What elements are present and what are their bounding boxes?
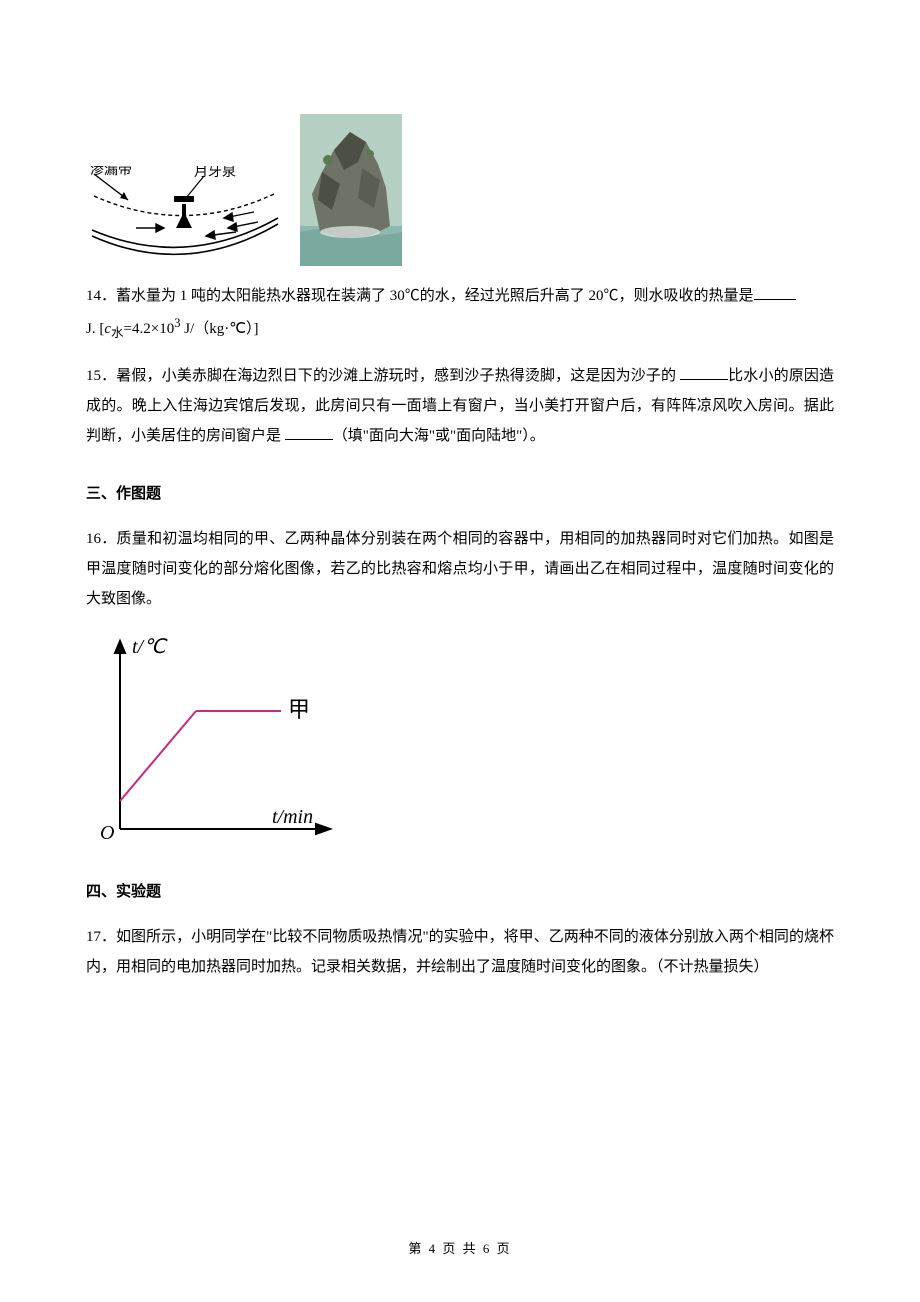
page: 渗漏带 月牙泉 14．蓄水量为 bbox=[0, 0, 920, 1302]
question-17: 17．如图所示，小明同学在"比较不同物质吸热情况"的实验中，将甲、乙两种不同的液… bbox=[86, 922, 834, 982]
q15-blank-1 bbox=[680, 364, 728, 380]
chart-y-label: t/℃ bbox=[132, 636, 168, 658]
diagram-label-right: 月牙泉 bbox=[194, 166, 236, 180]
diagram-label-left: 渗漏带 bbox=[90, 166, 132, 178]
question-16: 16．质量和初温均相同的甲、乙两种晶体分别装在两个相同的容器中，用相同的加热器同… bbox=[86, 524, 834, 614]
chart-origin-label: O bbox=[100, 822, 114, 844]
question-14: 14．蓄水量为 1 吨的太阳能热水器现在装满了 30℃的水，经过光照后升高了 2… bbox=[86, 281, 834, 346]
q14-blank bbox=[754, 284, 796, 300]
q14-number: 14． bbox=[86, 288, 116, 304]
section-3-title: 三、作图题 bbox=[86, 479, 834, 509]
figure-row: 渗漏带 月牙泉 bbox=[86, 114, 834, 266]
seepage-diagram: 渗漏带 月牙泉 bbox=[86, 166, 282, 266]
section-4-title: 四、实验题 bbox=[86, 877, 834, 907]
chart-series-label: 甲 bbox=[288, 697, 310, 722]
q14-formula-prefix: c bbox=[104, 321, 111, 337]
q14-formula-tail: J/（kg·℃）] bbox=[180, 321, 258, 337]
rocks-photo bbox=[300, 114, 402, 266]
q17-text: 如图所示，小明同学在"比较不同物质吸热情况"的实验中，将甲、乙两种不同的液体分别… bbox=[86, 929, 834, 975]
q15-text-a: 暑假，小美赤脚在海边烈日下的沙滩上游玩时，感到沙子热得烫脚，这是因为沙子的 bbox=[116, 368, 680, 384]
chart-x-label: t/min bbox=[272, 806, 313, 828]
q17-number: 17． bbox=[86, 929, 116, 945]
question-15: 15．暑假，小美赤脚在海边烈日下的沙滩上游玩时，感到沙子热得烫脚，这是因为沙子的… bbox=[86, 361, 834, 451]
q14-formula-rest: =4.2×10 bbox=[124, 321, 175, 337]
page-footer: 第 4 页 共 6 页 bbox=[0, 1236, 920, 1262]
q14-formula-sub: 水 bbox=[111, 326, 124, 340]
q15-text-c: （填"面向大海"或"面向陆地"）。 bbox=[333, 428, 545, 444]
q14-text-a: 蓄水量为 1 吨的太阳能热水器现在装满了 30℃的水，经过光照后升高了 20℃，… bbox=[116, 288, 754, 304]
q16-text: 质量和初温均相同的甲、乙两种晶体分别装在两个相同的容器中，用相同的加热器同时对它… bbox=[86, 531, 834, 607]
q16-number: 16． bbox=[86, 531, 117, 547]
q15-number: 15． bbox=[86, 368, 116, 384]
q14-text-b: J. [ bbox=[86, 321, 104, 337]
q15-blank-2 bbox=[285, 424, 333, 440]
melting-chart: t/℃ t/min O 甲 bbox=[86, 629, 346, 849]
